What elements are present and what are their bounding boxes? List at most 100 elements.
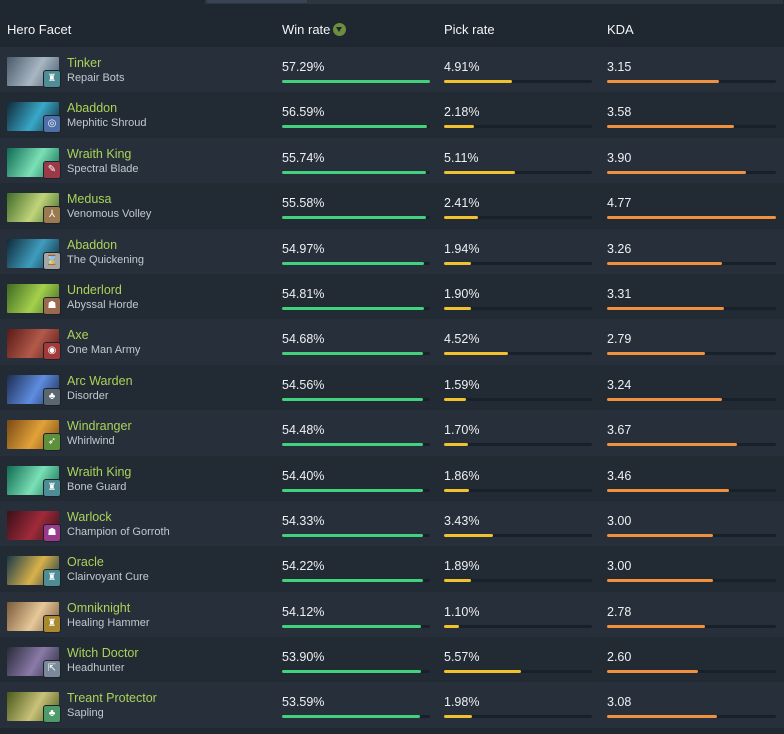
win-rate-value: 54.12% [282,604,325,619]
table-row[interactable]: ♜ Omniknight Healing Hammer 54.12% 1.10% 2.78 [0,591,784,638]
sapling-icon: ♣ [44,706,60,723]
table-row[interactable]: ☗ Underlord Abyssal Horde 54.81% 1.90% 3.31 [0,273,784,320]
kda-bar [607,443,776,447]
hero-name[interactable]: Warlock [67,509,112,524]
pick-rate-value: 5.57% [444,650,480,665]
facet-name: The Quickening [67,253,145,266]
pick-rate-bar [444,352,592,356]
hero-name[interactable]: Oracle [67,555,104,570]
facet-name: Sapling [67,707,104,720]
pick-rate-bar-fill [444,261,471,265]
kda-bar-fill [607,715,717,719]
hero-name[interactable]: Arc Warden [67,373,133,388]
column-header-win-rate[interactable]: Win rate [282,22,347,37]
pick-rate-value: 1.86% [444,468,480,483]
pick-rate-bar-fill [444,170,516,174]
pick-rate-value: 2.41% [444,196,480,211]
win-rate-bar-fill [282,533,423,537]
facet-name: Abyssal Horde [67,298,139,311]
kda-bar [607,670,776,674]
win-rate-bar [282,579,430,583]
pick-rate-value: 1.89% [444,559,480,574]
pick-rate-bar-fill [444,579,471,583]
kda-bar [607,397,776,401]
hero-name[interactable]: Omniknight [67,600,131,615]
kda-bar [607,216,776,220]
pick-rate-bar [444,670,592,674]
table-row[interactable]: ⇱ Witch Doctor Headhunter 53.90% 5.57% 2.60 [0,637,784,683]
win-rate-bar-fill [282,125,428,129]
pick-rate-bar-fill [444,670,521,674]
kda-bar [607,624,776,628]
bone-guard-icon: ♜ [44,479,60,496]
the-quickening-icon: ⌛ [44,252,60,269]
hero-name[interactable]: Medusa [67,192,112,207]
facet-name: Whirlwind [67,435,115,448]
kda-value: 3.26 [607,241,632,256]
hero-name[interactable]: Witch Doctor [67,646,139,661]
win-rate-bar-fill [282,624,422,628]
table-row[interactable]: ♜ Oracle Clairvoyant Cure 54.22% 1.89% 3.00 [0,546,784,592]
pick-rate-bar [444,624,592,628]
hero-name[interactable]: Tinker [67,56,102,70]
top-tab-indicator [205,0,783,4]
headhunter-icon: ⇱ [44,661,60,678]
table-row[interactable]: ◎ Abaddon Mephitic Shroud 56.59% 2.18% 3.58 [0,92,784,138]
kda-bar-fill [607,261,722,265]
win-rate-value: 54.22% [282,559,325,574]
table-row[interactable]: ☗ Warlock Champion of Gorroth 54.33% 3.43% 3.… [0,500,784,547]
table-row[interactable]: ◉ Axe One Man Army 54.68% 4.52% 2.79 [0,319,784,365]
win-rate-value: 55.58% [282,196,325,211]
whirlwind-icon: ➶ [44,434,60,451]
hero-name[interactable]: Wraith King [67,146,132,161]
table-row[interactable]: ✎ Wraith King Spectral Blade 55.74% 5.11% 3.9… [0,137,784,184]
sort-descending-icon[interactable] [333,23,347,36]
pick-rate-bar-fill [444,533,493,537]
table-row[interactable]: ⅄ Medusa Venomous Volley 55.58% 2.41% 4.77 [0,183,784,229]
pick-rate-bar [444,488,592,492]
kda-bar-fill [607,488,729,492]
win-rate-bar [282,80,430,83]
table-row[interactable]: ⌛ Abaddon The Quickening 54.97% 1.94% 3.26 [0,228,784,274]
pick-rate-bar [444,216,592,220]
facet-name: Headhunter [67,662,125,675]
hero-name[interactable]: Treant Protector [67,691,157,706]
table-row[interactable]: ♜ Tinker Repair Bots 57.29% 4.91% 3.15 [0,47,784,93]
pick-rate-bar-fill [444,397,467,401]
pick-rate-value: 2.18% [444,105,480,120]
column-header-hero-facet[interactable]: Hero Facet [7,22,72,37]
table-row[interactable]: ➶ Windranger Whirlwind 54.48% 1.70% 3.67 [0,410,784,456]
win-rate-value: 55.74% [282,150,325,165]
hero-name[interactable]: Windranger [67,419,132,434]
facet-name: Healing Hammer [67,616,150,629]
win-rate-bar-fill [282,216,426,220]
facet-name: One Man Army [67,344,141,357]
venomous-volley-icon: ⅄ [44,207,60,224]
pick-rate-value: 1.90% [444,286,480,301]
facet-name: Mephitic Shroud [67,117,147,130]
hero-name[interactable]: Wraith King [67,464,132,479]
pick-rate-bar-fill [444,443,468,447]
table-row[interactable]: ♣ Arc Warden Disorder 54.56% 1.59% 3.24 [0,364,784,411]
win-rate-value: 54.56% [282,377,325,392]
win-rate-bar-fill [282,670,422,674]
kda-bar [607,488,776,492]
win-rate-bar-fill [282,579,423,583]
hero-name[interactable]: Underlord [67,282,122,297]
pick-rate-bar-fill [444,352,508,356]
win-rate-bar [282,670,430,674]
table-row[interactable]: ♣ Treant Protector Sapling 53.59% 1.98% 3.08 [0,682,784,728]
column-header-pick-rate[interactable]: Pick rate [444,22,495,37]
hero-name[interactable]: Axe [67,328,89,343]
pick-rate-value: 1.59% [444,377,480,392]
pick-rate-bar [444,306,592,310]
kda-bar-fill [607,80,719,83]
pick-rate-bar [444,579,592,583]
kda-bar-fill [607,170,746,174]
hero-name[interactable]: Abaddon [67,101,118,116]
table-row[interactable]: ♜ Wraith King Bone Guard 54.40% 1.86% 3.46 [0,455,784,501]
hero-name[interactable]: Abaddon [67,237,118,252]
win-rate-value: 56.59% [282,105,325,120]
pick-rate-bar-fill [444,216,479,220]
column-header-kda[interactable]: KDA [607,22,634,37]
